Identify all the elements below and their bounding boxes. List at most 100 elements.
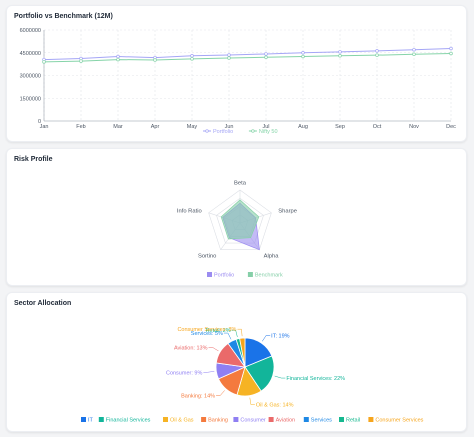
data-point[interactable] <box>338 50 342 54</box>
legend-marker <box>205 129 209 133</box>
pie-label-line <box>203 371 215 373</box>
x-tick-label: Jul <box>262 124 269 130</box>
sector-card-title: Sector Allocation <box>14 300 72 307</box>
legend-swatch <box>81 417 86 422</box>
x-tick-label: Jan <box>40 124 49 130</box>
legend-swatch <box>247 272 253 277</box>
data-point[interactable] <box>227 53 231 57</box>
x-tick-label: Mar <box>113 124 123 130</box>
data-point[interactable] <box>116 57 120 62</box>
data-point[interactable] <box>301 54 305 59</box>
data-point[interactable] <box>190 54 194 58</box>
y-tick-label: 0 <box>38 119 41 125</box>
data-point[interactable] <box>449 46 453 51</box>
legend-swatch <box>339 417 344 422</box>
legend-label[interactable]: Banking <box>208 418 228 424</box>
radar-axis-label: Sharpe <box>278 209 297 215</box>
legend-swatch <box>201 417 207 422</box>
pie-slice-label: Consumer Services: 3% <box>177 327 236 333</box>
pie-label-line <box>208 347 219 352</box>
legend-swatch <box>368 417 374 422</box>
data-point[interactable] <box>227 56 231 60</box>
pie-slice-label: Retail: 2% <box>206 328 231 334</box>
legend-label[interactable]: Services <box>311 418 332 424</box>
pie-slice-label: Financial Services: 22% <box>286 376 345 382</box>
legend-swatch <box>98 417 104 422</box>
radar-axis-label: Sortino <box>198 254 216 260</box>
radar-grid-ring <box>216 197 264 244</box>
series-line <box>43 48 452 61</box>
portfolio-card-title: Portfolio vs Benchmark (12M) <box>14 13 113 20</box>
series-line <box>43 53 452 63</box>
legend-label[interactable]: Financial Services <box>106 418 151 424</box>
legend-swatch <box>207 272 212 277</box>
pie-label-line <box>262 335 271 342</box>
y-tick-label: 1500000 <box>20 96 41 102</box>
pie-label-line <box>274 375 286 379</box>
pie-label-line <box>223 332 232 340</box>
legend-label[interactable]: Portfolio <box>214 273 234 279</box>
x-tick-label: May <box>187 124 198 130</box>
legend-label[interactable]: Consumer <box>240 418 266 424</box>
legend-swatch <box>233 417 239 422</box>
data-point[interactable] <box>264 55 268 60</box>
x-tick-label: Feb <box>76 124 85 130</box>
radar-series-area[interactable] <box>220 199 260 240</box>
pie-slice[interactable] <box>244 355 275 392</box>
data-point[interactable] <box>412 52 416 57</box>
pie-slice-label: Services: 5% <box>191 331 223 337</box>
legend-swatch <box>163 417 168 422</box>
x-tick-label: Apr <box>151 124 160 130</box>
data-point[interactable] <box>153 58 157 62</box>
pie-label-line <box>216 390 225 396</box>
data-point[interactable] <box>42 60 46 64</box>
pie-slice-label: Oil & Gas: 14% <box>256 403 294 409</box>
x-tick-label: Nov <box>409 124 419 130</box>
legend-label[interactable]: Oil & Gas <box>170 418 194 424</box>
risk-radar-chart[interactable]: Beta Sharpe Alpha Sortino Info Ratio Portfoli… <box>7 149 468 287</box>
radar-axis-label: Alpha <box>264 254 280 260</box>
legend-label[interactable]: Aviation <box>276 418 295 424</box>
data-point[interactable] <box>412 47 416 52</box>
y-tick-label: 3000000 <box>20 74 41 80</box>
risk-profile-card: Risk Profile Beta Sharpe Alpha Sortino Info … <box>6 148 467 286</box>
radar-axis-label: Beta <box>234 181 247 187</box>
x-tick-label: Oct <box>373 124 382 130</box>
portfolio-line-chart[interactable]: 0 1500000 3000000 4500000 6000000 Jan Feb Mar Ap… <box>7 6 468 143</box>
pie-label-line <box>237 328 243 337</box>
legend-label[interactable]: Retail <box>346 418 360 424</box>
pie-slice[interactable] <box>239 337 246 368</box>
data-point[interactable] <box>338 54 342 58</box>
legend-label[interactable]: Consumer Services <box>375 418 423 424</box>
x-tick-label: Aug <box>298 124 308 130</box>
legend-label[interactable]: Benchmark <box>255 273 283 279</box>
data-point[interactable] <box>301 50 305 55</box>
legend-swatch <box>268 417 274 422</box>
data-point[interactable] <box>190 57 194 61</box>
pie-label-line <box>231 329 238 338</box>
pie-slice-label: IT: 19% <box>271 333 289 339</box>
data-point[interactable] <box>79 59 83 63</box>
risk-card-title: Risk Profile <box>14 156 53 163</box>
legend-label[interactable]: Portfolio <box>213 129 233 135</box>
portfolio-card: Portfolio vs Benchmark (12M) 0 1500000 300… <box>6 5 467 142</box>
y-tick-label: 6000000 <box>20 28 41 34</box>
data-point[interactable] <box>449 51 453 56</box>
sector-pie-chart[interactable]: IT: 19% Financial Services: 22% Oil & Gas:… <box>7 293 468 433</box>
sector-allocation-card: Sector Allocation IT: 19% Financial Servi… <box>6 292 467 432</box>
legend-swatch <box>303 417 309 422</box>
pie-slice-label: Aviation: 13% <box>174 345 208 351</box>
legend-marker <box>251 129 255 133</box>
data-point[interactable] <box>116 54 120 59</box>
y-tick-label: 4500000 <box>20 51 41 57</box>
x-tick-label: Sep <box>335 124 345 130</box>
legend-label[interactable]: IT <box>88 418 94 424</box>
x-tick-label: Jun <box>225 124 234 130</box>
data-point[interactable] <box>375 49 379 53</box>
legend-label[interactable]: Nifty 50 <box>259 129 278 135</box>
data-point[interactable] <box>264 52 268 56</box>
x-tick-label: Dec <box>446 124 456 130</box>
pie-slice-label: Consumer: 9% <box>166 370 202 376</box>
data-point[interactable] <box>375 53 379 57</box>
pie-label-line <box>249 397 255 405</box>
